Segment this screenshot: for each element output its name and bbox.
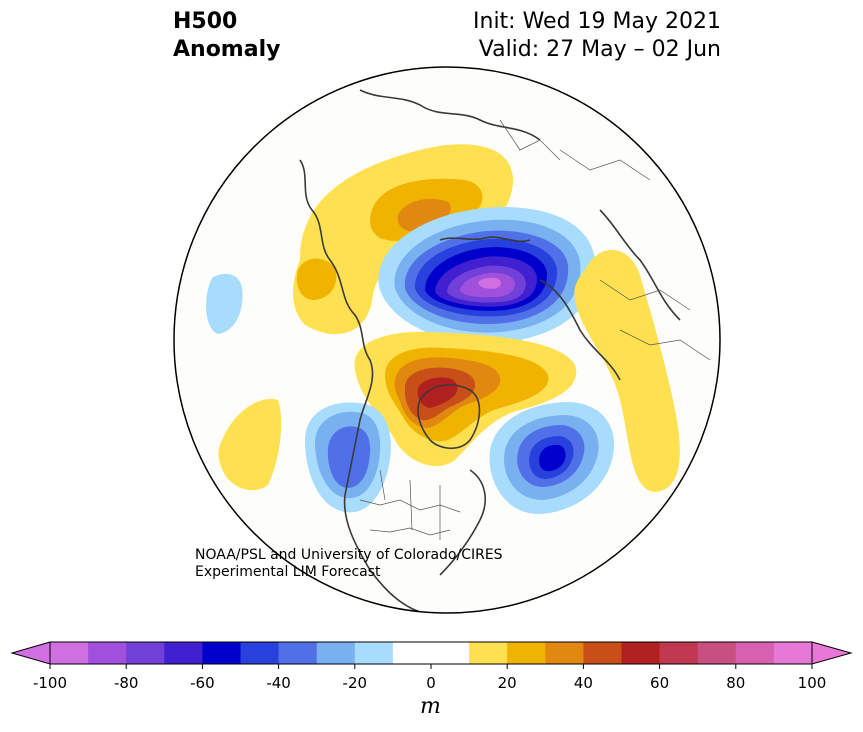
colorbar-tick-label: -20 bbox=[343, 674, 368, 690]
anomaly-east-pacific bbox=[218, 399, 282, 491]
product-title-line2: Anomaly bbox=[173, 37, 281, 62]
colorbar-swatch bbox=[88, 642, 127, 664]
colorbar-swatch bbox=[240, 642, 280, 664]
product-title-line1: H500 bbox=[173, 9, 238, 34]
colorbar-tick-label: -40 bbox=[266, 674, 291, 690]
colorbar-tick-label: -60 bbox=[190, 674, 215, 690]
map-boundary bbox=[173, 66, 721, 614]
product-title: H500 Anomaly bbox=[173, 8, 280, 64]
colorbar-tick-label: -100 bbox=[33, 674, 67, 690]
anomaly-europe bbox=[574, 249, 680, 492]
colorbar-tick-label: -80 bbox=[114, 674, 139, 690]
colorbar-tick-label: 80 bbox=[726, 674, 745, 690]
colorbar-swatch bbox=[50, 642, 89, 664]
anomaly-gulf-of-alaska bbox=[305, 402, 391, 513]
colorbar-swatch bbox=[431, 642, 470, 664]
colorbar-swatch bbox=[202, 642, 241, 664]
colorbar-swatch bbox=[469, 642, 508, 664]
polar-map bbox=[173, 66, 721, 614]
colorbar-swatch bbox=[316, 642, 356, 664]
colorbar-tick-label: 20 bbox=[498, 674, 517, 690]
colorbar-swatch bbox=[697, 642, 737, 664]
anomaly-north-atlantic bbox=[489, 402, 615, 515]
init-date: Init: Wed 19 May 2021 bbox=[473, 9, 721, 34]
anomaly-central-pacific-low bbox=[206, 273, 243, 334]
colorbar-tick-label: 40 bbox=[574, 674, 593, 690]
colorbar-swatch bbox=[164, 642, 203, 664]
coastlines bbox=[299, 89, 681, 613]
colorbar-overflow bbox=[811, 641, 853, 665]
country-borders bbox=[359, 119, 711, 540]
colorbar-tick-label: 60 bbox=[650, 674, 669, 690]
colorbar-swatch bbox=[278, 642, 318, 664]
colorbar-swatch bbox=[545, 642, 584, 664]
colorbar-swatch bbox=[735, 642, 775, 664]
colorbar-swatch bbox=[621, 642, 661, 664]
colorbar-unit: m bbox=[420, 694, 441, 719]
colorbar-tick-label: 100 bbox=[798, 674, 827, 690]
credit-line1: NOAA/PSL and University of Colorado/CIRE… bbox=[195, 547, 503, 563]
colorbar-underflow bbox=[10, 641, 51, 665]
colorbar-swatch bbox=[126, 642, 165, 664]
colorbar-swatch bbox=[583, 642, 622, 664]
credit-text: NOAA/PSL and University of Colorado/CIRE… bbox=[195, 547, 503, 581]
colorbar-swatch bbox=[507, 642, 546, 664]
colorbar-swatch bbox=[354, 642, 394, 664]
forecast-dates: Init: Wed 19 May 2021 Valid: 27 May – 02… bbox=[473, 8, 721, 64]
anomaly-greenland bbox=[354, 331, 577, 467]
colorbar-swatch bbox=[392, 642, 432, 664]
colorbar-swatch bbox=[659, 642, 699, 664]
valid-period: Valid: 27 May – 02 Jun bbox=[478, 37, 721, 62]
colorbar-swatch bbox=[773, 642, 813, 664]
colorbar-tick-label: 0 bbox=[426, 674, 436, 690]
colorbar: -100 -80 -60 -40 -20 0 20 40 60 80 100 bbox=[10, 641, 853, 690]
anomaly-arctic-ocean bbox=[378, 207, 596, 344]
credit-line2: Experimental LIM Forecast bbox=[195, 564, 381, 580]
